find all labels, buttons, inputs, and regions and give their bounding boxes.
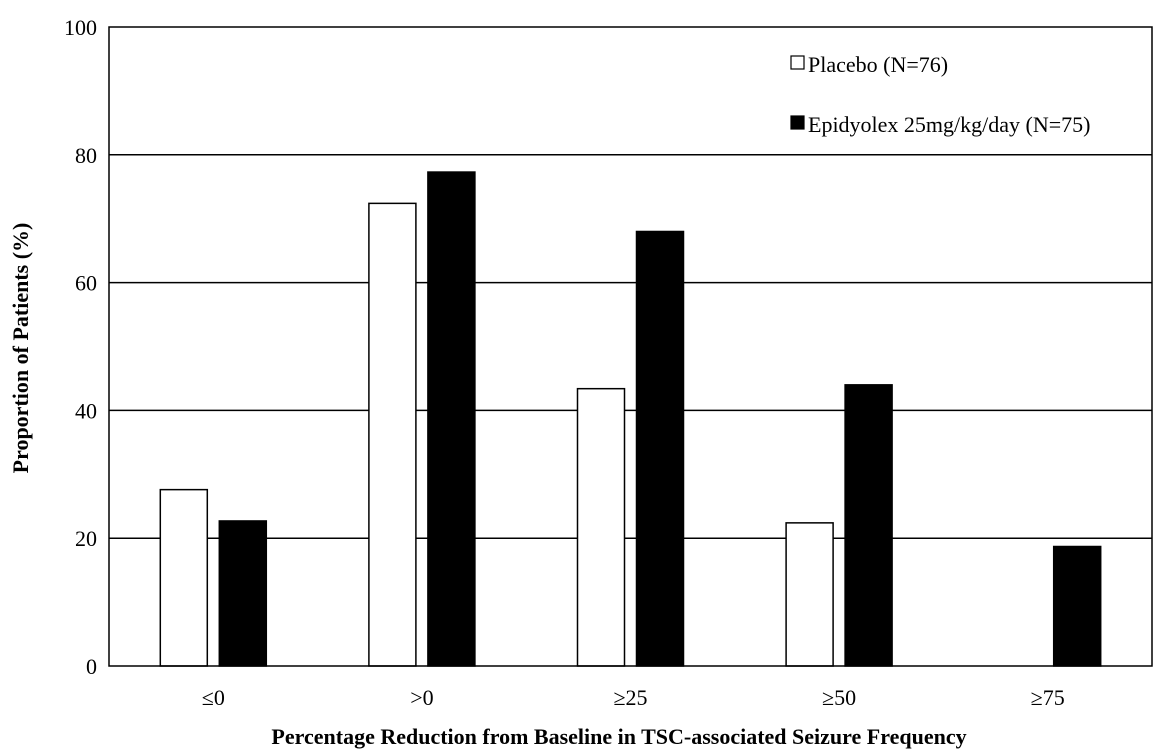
bar-placebo-2 bbox=[576, 387, 626, 667]
x-tick-label: >0 bbox=[410, 685, 433, 710]
x-tick-label: ≥25 bbox=[613, 685, 647, 710]
bar-epidyolex-2 bbox=[635, 230, 685, 667]
bars bbox=[159, 171, 1102, 667]
bar-placebo-1 bbox=[368, 202, 417, 667]
bar-epidyolex-3 bbox=[844, 384, 893, 667]
y-tick-label: 20 bbox=[75, 526, 97, 551]
y-tick-label: 0 bbox=[86, 654, 97, 679]
legend-label-epidyolex: Epidyolex 25mg/kg/day (N=75) bbox=[808, 112, 1090, 137]
legend-swatch-epidyolex bbox=[790, 115, 805, 130]
y-tick-label: 100 bbox=[64, 15, 97, 40]
gridlines bbox=[109, 154, 1152, 539]
y-tick-label: 40 bbox=[75, 398, 97, 423]
y-tick-label: 80 bbox=[75, 143, 97, 168]
bar-placebo-3 bbox=[785, 522, 834, 667]
y-axis-title: Proportion of Patients (%) bbox=[8, 223, 33, 474]
axes bbox=[108, 26, 1153, 667]
bar-epidyolex-1 bbox=[427, 171, 476, 667]
x-axis-title: Percentage Reduction from Baseline in TS… bbox=[271, 724, 966, 749]
plot-frame bbox=[108, 26, 1153, 667]
x-tick-label: ≤0 bbox=[202, 685, 225, 710]
legend-label-placebo: Placebo (N=76) bbox=[808, 52, 948, 77]
y-tick-labels: 0 20 40 60 80 100 bbox=[64, 15, 97, 679]
x-tick-label: ≥50 bbox=[822, 685, 856, 710]
legend: Placebo (N=76) Epidyolex 25mg/kg/day (N=7… bbox=[790, 52, 1090, 137]
legend-swatch-placebo bbox=[790, 55, 805, 70]
bar-epidyolex-0 bbox=[218, 520, 268, 667]
x-tick-labels: ≤0 >0 ≥25 ≥50 ≥75 bbox=[202, 685, 1065, 710]
bar-epidyolex-4 bbox=[1052, 545, 1102, 667]
bar-placebo-0 bbox=[159, 488, 209, 667]
x-tick-label: ≥75 bbox=[1031, 685, 1065, 710]
y-tick-label: 60 bbox=[75, 271, 97, 296]
